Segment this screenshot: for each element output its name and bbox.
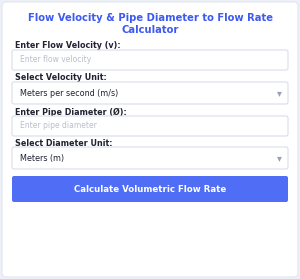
FancyBboxPatch shape <box>12 176 288 202</box>
Text: Calculator: Calculator <box>121 25 179 35</box>
FancyBboxPatch shape <box>12 147 288 169</box>
Text: Select Velocity Unit:: Select Velocity Unit: <box>15 73 107 83</box>
Text: Flow Velocity & Pipe Diameter to Flow Rate: Flow Velocity & Pipe Diameter to Flow Ra… <box>28 13 272 23</box>
FancyBboxPatch shape <box>12 116 288 136</box>
FancyBboxPatch shape <box>12 82 288 104</box>
Text: Enter Pipe Diameter (Ø):: Enter Pipe Diameter (Ø): <box>15 107 127 117</box>
Text: ▾: ▾ <box>277 88 282 98</box>
Text: Select Diameter Unit:: Select Diameter Unit: <box>15 138 112 148</box>
Text: Enter pipe diameter: Enter pipe diameter <box>20 121 97 131</box>
Text: Meters (m): Meters (m) <box>20 153 64 162</box>
FancyBboxPatch shape <box>2 2 298 277</box>
Text: ▾: ▾ <box>277 153 282 163</box>
Text: Meters per second (m/s): Meters per second (m/s) <box>20 88 118 97</box>
Text: Enter Flow Velocity (v):: Enter Flow Velocity (v): <box>15 42 121 50</box>
FancyBboxPatch shape <box>12 50 288 70</box>
Text: Calculate Volumetric Flow Rate: Calculate Volumetric Flow Rate <box>74 184 226 194</box>
Text: Enter flow velocity: Enter flow velocity <box>20 56 91 64</box>
